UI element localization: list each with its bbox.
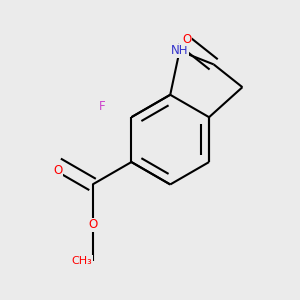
Text: F: F xyxy=(99,100,106,113)
Text: O: O xyxy=(182,33,191,46)
Text: O: O xyxy=(53,164,62,177)
Text: CH₃: CH₃ xyxy=(72,256,93,266)
Text: NH: NH xyxy=(171,44,188,57)
Text: O: O xyxy=(88,218,97,231)
